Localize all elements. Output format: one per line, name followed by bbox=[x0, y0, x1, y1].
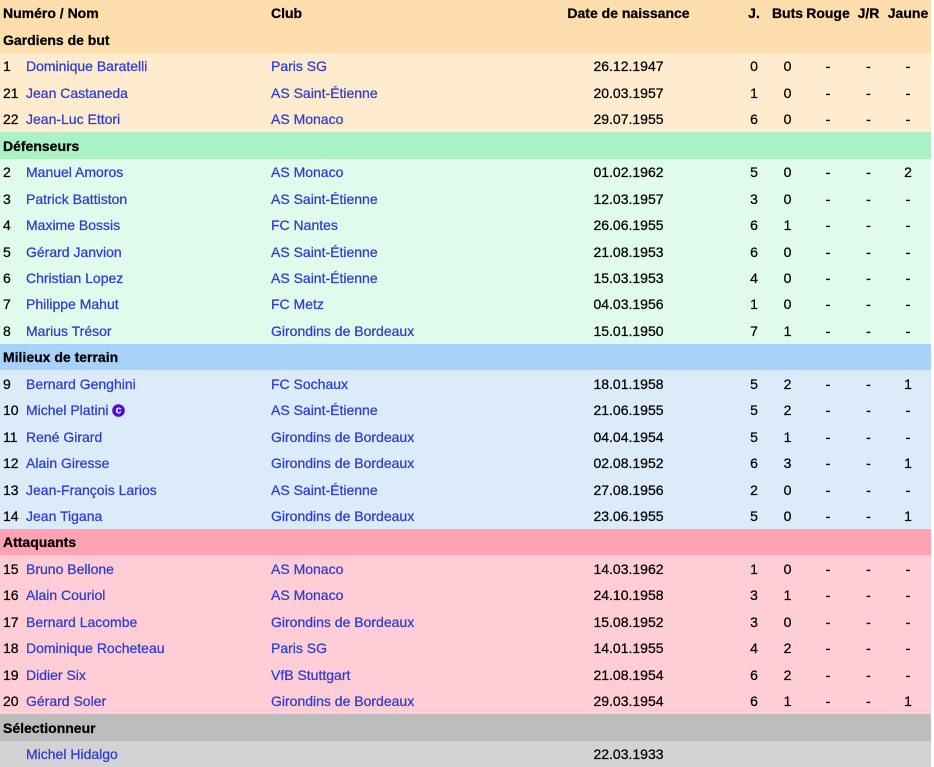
svg-text:c: c bbox=[116, 404, 122, 416]
